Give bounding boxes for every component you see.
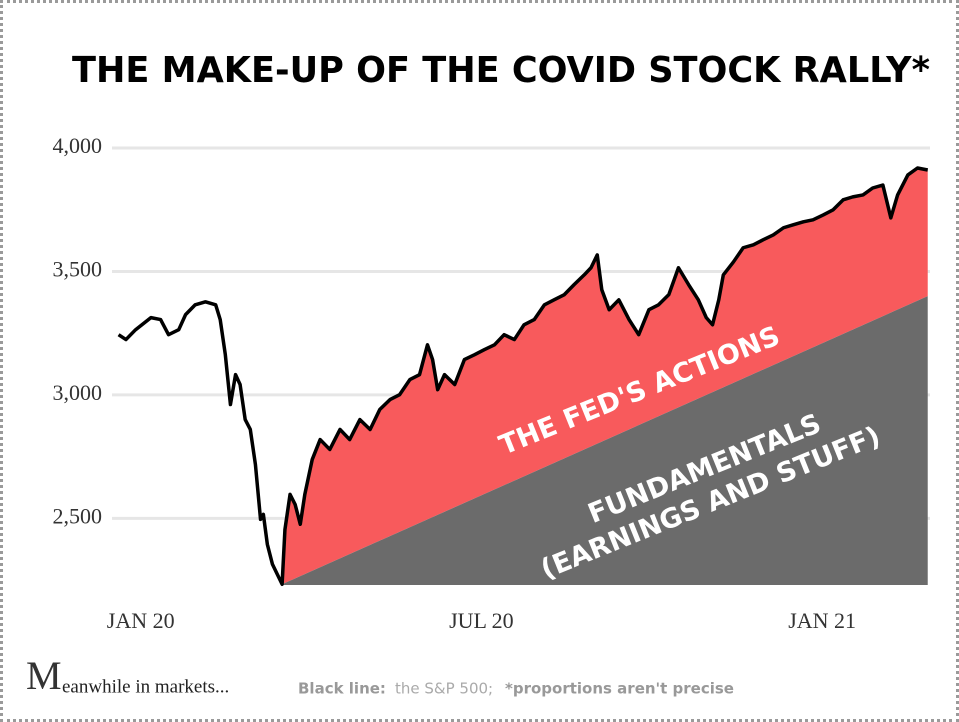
y-tick-label: 2,500: [53, 503, 103, 528]
note-extra: *proportions aren't precise: [505, 680, 734, 698]
brand-name: eanwhile in markets...: [62, 676, 229, 697]
x-tick-label: JAN 20: [107, 608, 175, 633]
note-text: the S&P 500;: [395, 680, 493, 698]
areas: [282, 167, 928, 585]
y-tick-label: 3,500: [53, 256, 103, 281]
brand-initial: M: [26, 653, 62, 698]
note-label: Black line:: [298, 680, 386, 698]
sp500-line: [117, 166, 929, 587]
fed-area: [282, 167, 928, 585]
y-tick-label: 3,000: [53, 380, 103, 405]
x-tick-label: JUL 20: [449, 608, 514, 633]
x-tick-label: JAN 21: [788, 608, 856, 633]
y-tick-label: 4,000: [53, 133, 103, 158]
fundamentals-area: [282, 296, 928, 585]
chart-title: THE MAKE-UP OF THE COVID STOCK RALLY*: [72, 50, 930, 91]
